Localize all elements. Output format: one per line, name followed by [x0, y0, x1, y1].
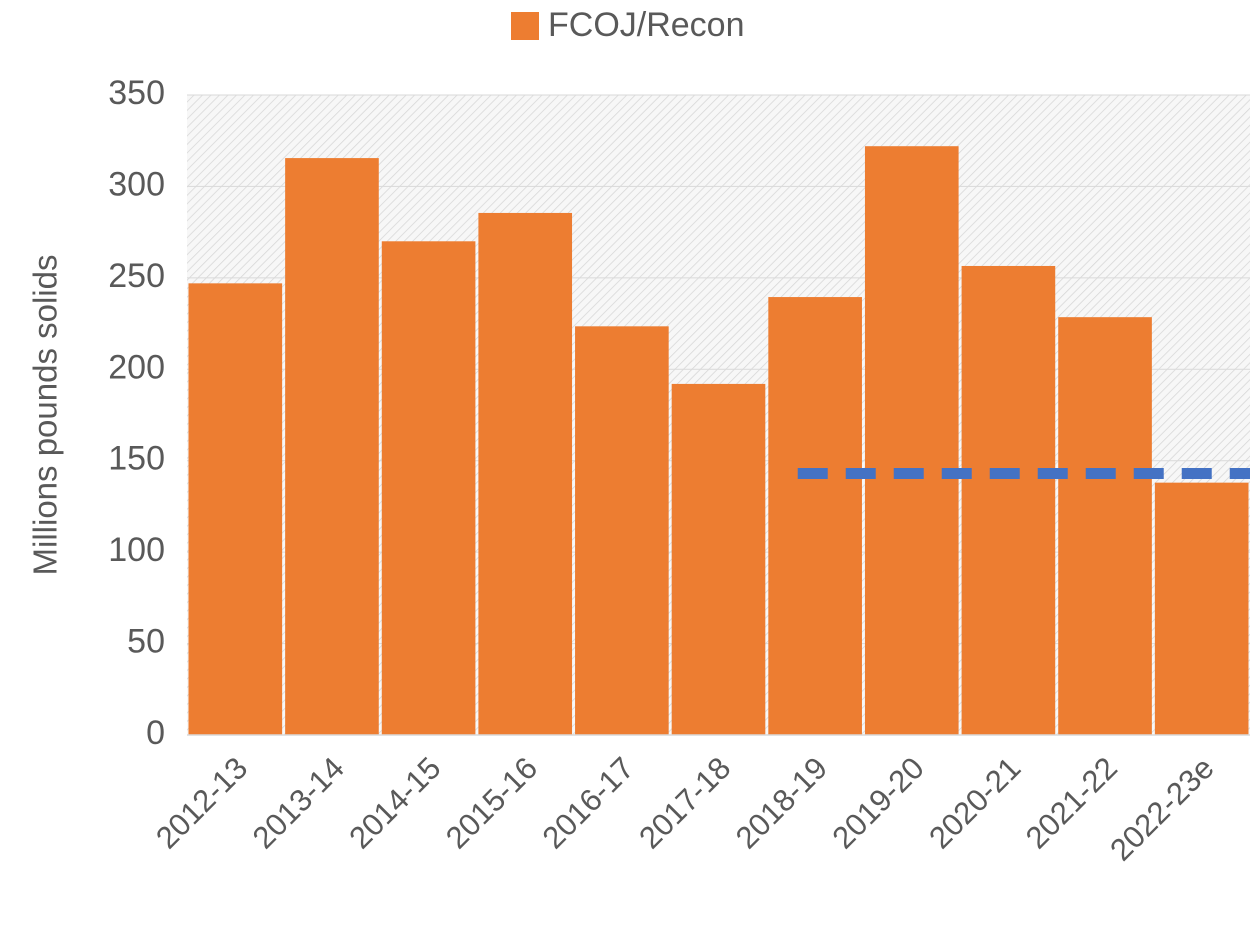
y-tick-label: 250: [108, 257, 165, 295]
x-tick-label: 2017-18: [632, 750, 737, 855]
y-tick-label: 300: [108, 165, 165, 203]
x-tick-label: 2014-15: [342, 750, 447, 855]
y-tick-label: 350: [108, 74, 165, 112]
bar: [1058, 317, 1152, 735]
x-tick-label: 2020-21: [922, 750, 1027, 855]
y-tick-label: 50: [127, 623, 165, 661]
bar: [1154, 482, 1249, 735]
x-tick-label: 2013-14: [246, 750, 351, 855]
bar: [961, 265, 1056, 735]
x-tick-label: 2015-16: [439, 750, 544, 855]
legend-label: FCOJ/Recon: [548, 6, 745, 44]
x-tick-label: 2016-17: [536, 750, 641, 855]
y-tick-label: 100: [108, 531, 165, 569]
bar: [864, 146, 959, 735]
bar: [768, 297, 862, 735]
x-tick-label: 2019-20: [826, 750, 931, 855]
x-tick-label: 2018-19: [729, 750, 834, 855]
y-axis-label: Millions pounds solids: [27, 255, 64, 576]
bar: [381, 241, 476, 736]
x-tick-label: 2012-13: [149, 750, 254, 855]
bar: [671, 383, 766, 735]
y-tick-label: 150: [108, 440, 165, 478]
bar: [188, 283, 283, 735]
y-tick-label: 0: [146, 714, 165, 752]
bar: [478, 212, 573, 735]
legend-swatch: [511, 12, 539, 40]
y-tick-label: 200: [108, 348, 165, 386]
bar: [575, 326, 669, 735]
x-tick-label: 2022-23e: [1103, 750, 1220, 867]
bar: [285, 158, 379, 736]
